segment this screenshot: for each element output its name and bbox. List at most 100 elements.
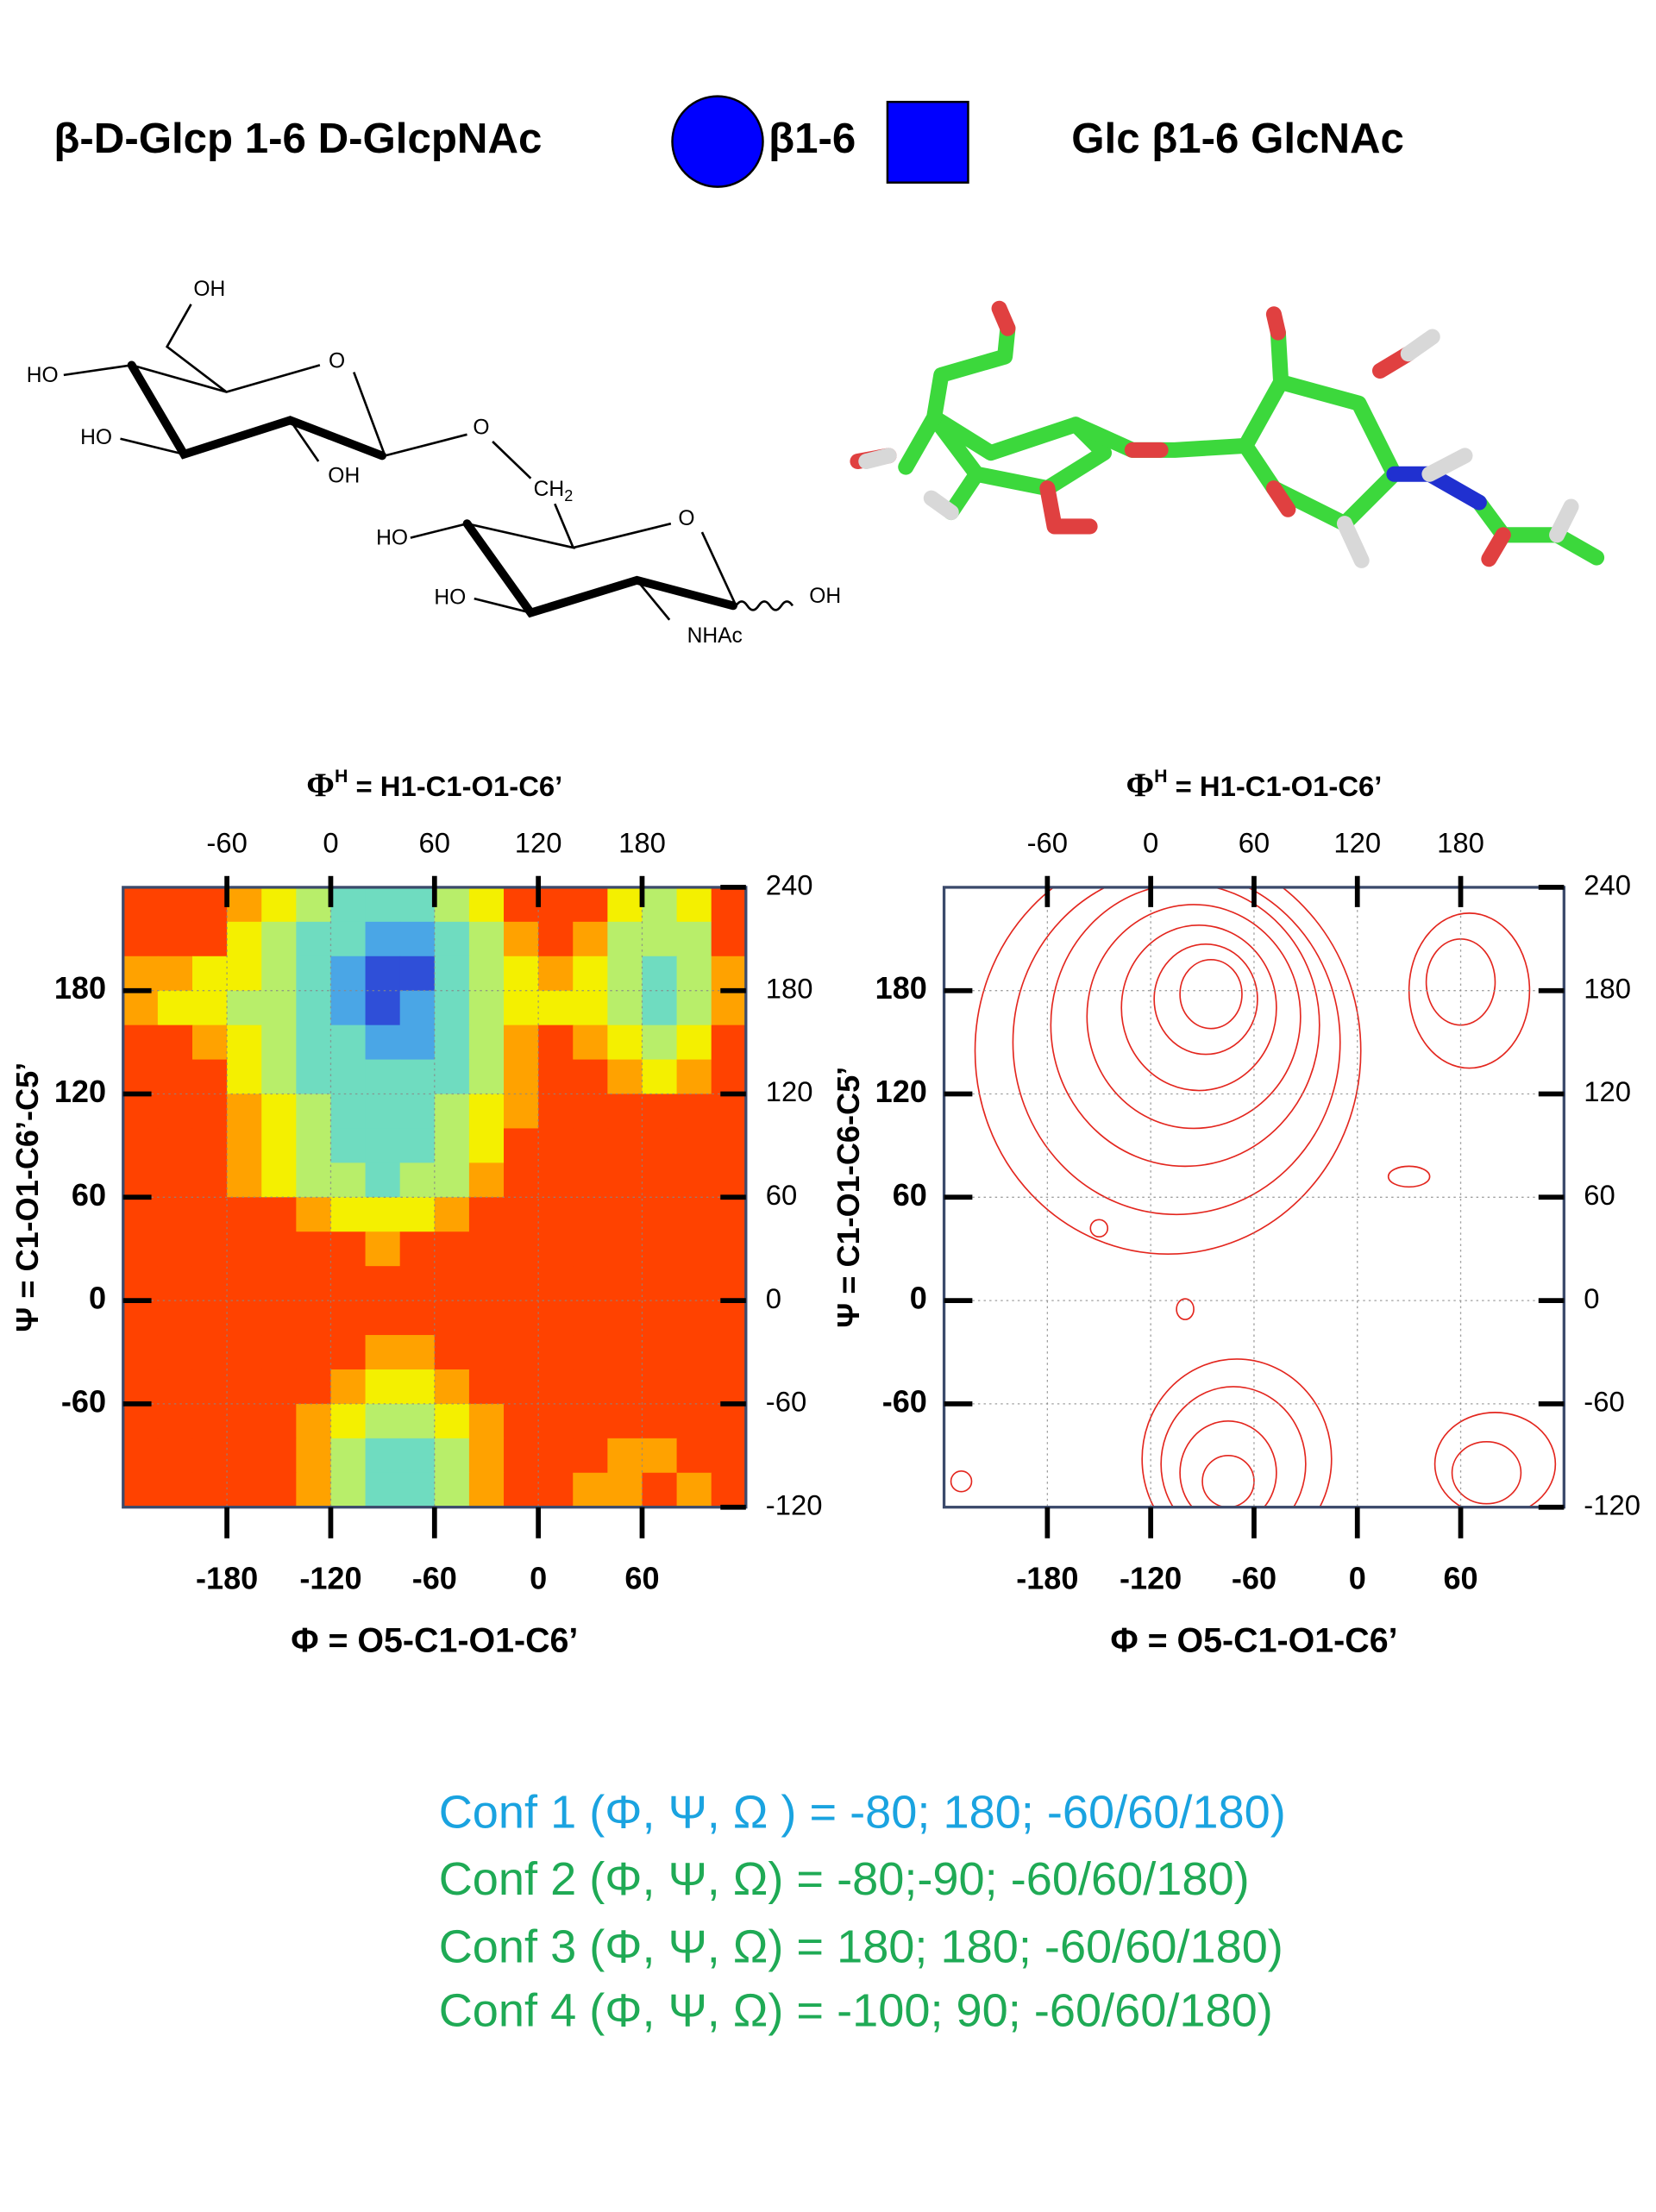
heatmap-cell — [296, 887, 332, 923]
heatmap-cell — [468, 1231, 505, 1267]
heatmap-cell — [296, 1231, 332, 1267]
heatmap-cell — [676, 1231, 712, 1267]
heatmap-cell — [434, 1403, 470, 1439]
y2-tick-label: 60 — [766, 1179, 798, 1211]
heatmap-cell — [573, 1403, 609, 1439]
heatmap-cell — [573, 990, 609, 1026]
heatmap-cell — [157, 1472, 193, 1508]
heatmap-cell — [676, 887, 712, 923]
heatmap-cell — [504, 990, 539, 1026]
heatmap-cell — [330, 1231, 367, 1267]
heatmap-cell — [468, 1197, 505, 1232]
atom-label: HO — [80, 426, 112, 449]
y-axis-title: Ψ = C1-O1-C6-C5’ — [831, 1067, 866, 1328]
heatmap-cell — [468, 956, 505, 992]
heatmap-cell — [296, 1403, 332, 1439]
x2-axis-superscript: H — [335, 766, 348, 786]
atom-label: HO — [27, 364, 59, 387]
y-tick-label: 0 — [910, 1281, 927, 1316]
heatmap-cell — [227, 1369, 262, 1405]
heatmap-cell — [227, 1300, 262, 1336]
bold-bonds — [127, 360, 386, 461]
heatmap-cell — [330, 990, 367, 1026]
x2-tick-label: 180 — [618, 826, 666, 858]
heatmap-cell — [157, 1300, 193, 1336]
bond-stick — [1336, 516, 1370, 568]
heatmap-cell — [468, 1335, 505, 1370]
contour-group — [950, 887, 1557, 1507]
heatmap-cell — [122, 1300, 159, 1336]
y-tick-label: 120 — [875, 1074, 927, 1109]
heatmap-cell — [227, 1093, 262, 1130]
y-tick-label: 0 — [89, 1281, 106, 1316]
heatmap-cell — [330, 1369, 367, 1405]
heatmap-cell — [676, 1403, 712, 1439]
heatmap-cell — [642, 1128, 678, 1164]
heatmap-cell — [122, 1059, 159, 1095]
molecule-name: β-D-Glcp 1-6 D-GlcpNAc — [53, 115, 542, 162]
heatmap-cell — [538, 1472, 574, 1508]
heatmap-cell — [538, 956, 574, 992]
heatmap-cell — [607, 990, 643, 1026]
heatmap-cell — [711, 1162, 747, 1198]
heatmap-cell — [711, 887, 747, 923]
heatmap-cell — [676, 956, 712, 992]
heatmap-cell — [538, 990, 574, 1026]
heatmap-cell — [434, 956, 470, 992]
heatmap-cell — [365, 956, 401, 992]
heatmap-cell — [573, 1059, 609, 1095]
contour-line — [950, 1469, 973, 1493]
heatmap-cell — [365, 1128, 401, 1164]
heatmap-cell — [296, 1266, 332, 1301]
heatmap-cell — [468, 1266, 505, 1301]
heatmap-cell — [504, 1472, 539, 1508]
y-tick-label: 180 — [54, 970, 106, 1006]
bold-bonds — [462, 519, 737, 618]
heatmap-cell — [399, 1472, 436, 1508]
atom-label: NHAc — [687, 624, 743, 648]
heatmap-cell — [261, 990, 297, 1026]
heatmap-cell — [296, 1369, 332, 1405]
heatmap-cell — [365, 1266, 401, 1301]
heatmap-cell — [157, 1128, 193, 1164]
heatmap-cell — [157, 1438, 193, 1474]
y2-tick-label: -120 — [1584, 1488, 1640, 1520]
x2-axis-title: ΦH = H1-C1-O1-C6’ — [306, 766, 562, 805]
heatmap-cell — [711, 1266, 747, 1301]
heatmap-cell — [122, 921, 159, 957]
heatmap-cell — [573, 887, 609, 923]
heatmap-cell — [573, 1162, 609, 1198]
contour-line — [1153, 943, 1258, 1056]
heatmap-cell — [296, 1197, 332, 1232]
y-tick-label: 60 — [72, 1177, 106, 1213]
heatmap-cell — [296, 1162, 332, 1198]
heatmap-cell — [711, 1300, 747, 1336]
atom-label: OH — [328, 465, 360, 488]
heatmap-cell — [607, 887, 643, 923]
heatmap-cell — [642, 1438, 678, 1474]
heatmap-cell — [607, 1266, 643, 1301]
heatmap-cell — [261, 1335, 297, 1370]
heatmap-cell — [538, 1335, 574, 1370]
heatmap-cell — [157, 1266, 193, 1301]
heatmap-cell — [191, 1059, 228, 1095]
heatmap-cell — [399, 1128, 436, 1164]
heatmap-cell — [607, 1472, 643, 1508]
heatmap-cell — [573, 1128, 609, 1164]
x-tick-label: 0 — [530, 1561, 547, 1596]
conformation: Conf 4 (Φ, Ψ, Ω) = -100; 90; -60/60/180) — [439, 1984, 1273, 2036]
x2-axis-text: = H1-C1-O1-C6’ — [348, 770, 562, 802]
x2-axis-symbol: Φ — [306, 766, 335, 804]
heatmap-cell — [330, 1162, 367, 1198]
contour-line — [1089, 1219, 1109, 1238]
heatmap-cell — [642, 1472, 678, 1508]
heatmap-cell — [676, 1300, 712, 1336]
heatmap-cell — [261, 1438, 297, 1474]
heatmap-cell — [399, 1059, 436, 1095]
y2-tick-label: -60 — [766, 1386, 806, 1418]
contour-line — [1050, 887, 1320, 1168]
heatmap-cell — [642, 1231, 678, 1267]
heatmap-cell — [573, 1300, 609, 1336]
heatmap-cell — [330, 1128, 367, 1164]
x-tick-label: -120 — [1120, 1561, 1182, 1596]
